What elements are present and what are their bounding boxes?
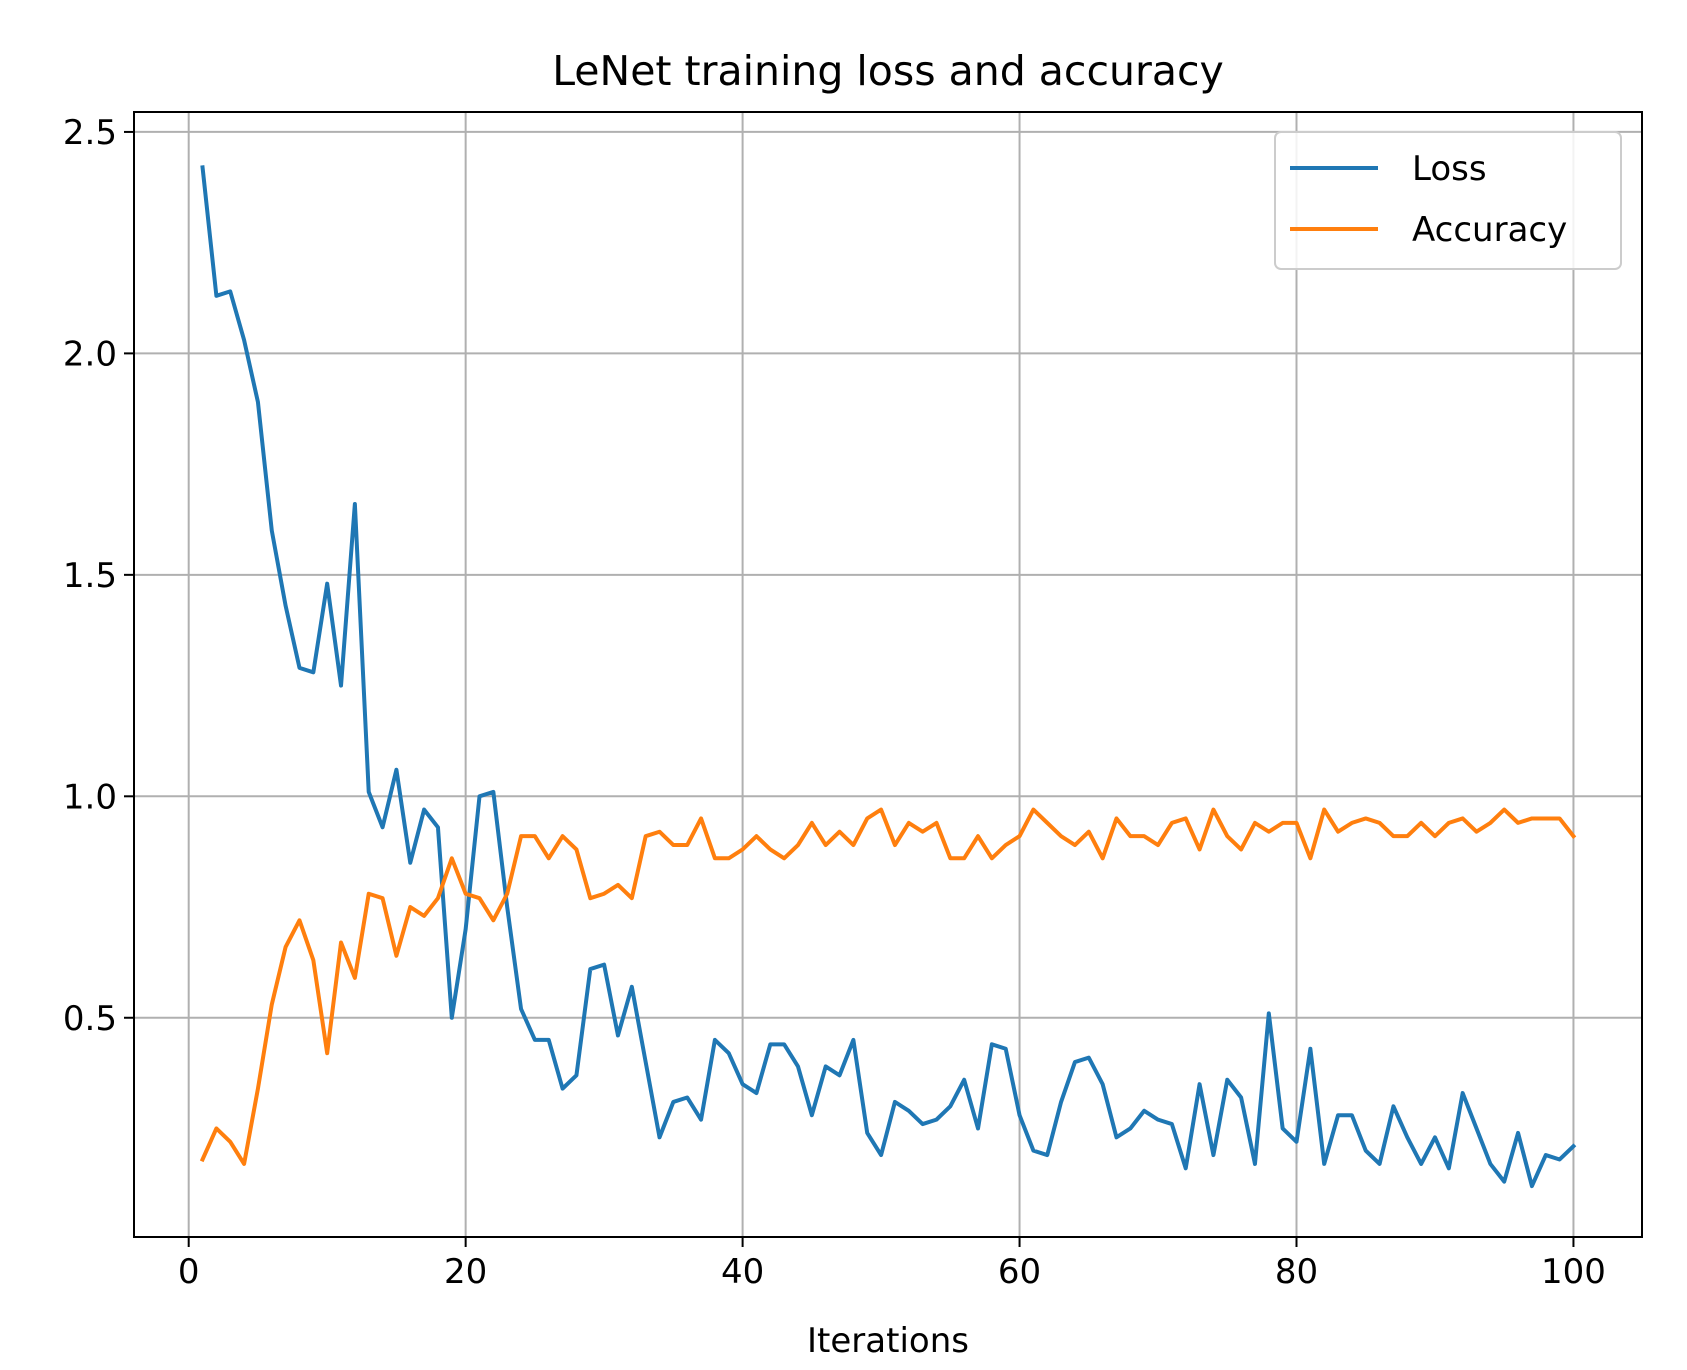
plot-frame (133, 111, 1643, 1238)
series-line-loss (200, 165, 1577, 1189)
x-tick-label: 0 (178, 1252, 200, 1292)
axis-ticks: 0 20 40 60 80 100 0.5 1.0 1.5 2.0 2.5 (63, 113, 1606, 1292)
x-axis-title: Iterations (807, 1321, 969, 1361)
legend-label-loss: Loss (1412, 149, 1487, 189)
x-tick-label: 60 (998, 1252, 1041, 1292)
chart-title: LeNet training loss and accuracy (552, 47, 1224, 95)
y-tick-label: 1.0 (63, 777, 117, 817)
series-line-accuracy (199, 807, 1577, 1166)
y-tick-label: 0.5 (63, 999, 117, 1039)
plot-area (134, 112, 1642, 1237)
x-tick-label: 80 (1275, 1252, 1318, 1292)
legend-label-accuracy: Accuracy (1412, 210, 1567, 250)
series-lines (199, 165, 1577, 1189)
x-tick-label: 100 (1541, 1252, 1606, 1292)
x-tick-label: 20 (444, 1252, 487, 1292)
y-tick-label: 2.5 (63, 113, 117, 153)
x-tick-label: 40 (721, 1252, 764, 1292)
y-tick-label: 2.0 (63, 334, 117, 374)
y-tick-label: 1.5 (63, 556, 117, 596)
legend: Loss Accuracy (1274, 131, 1622, 270)
